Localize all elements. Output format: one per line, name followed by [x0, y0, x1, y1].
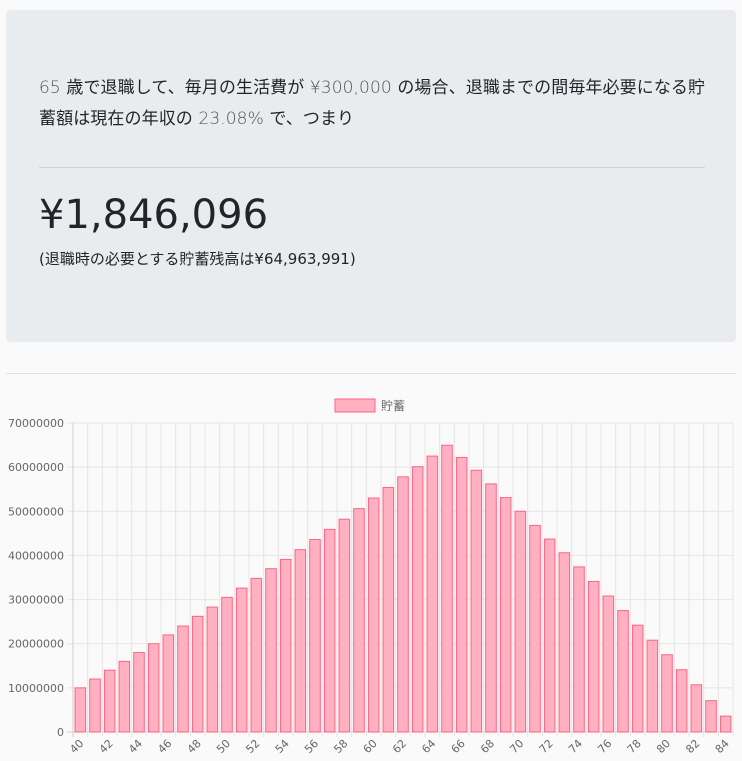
bar[interactable]: [323, 528, 336, 733]
bar[interactable]: [177, 625, 189, 733]
bar[interactable]: [529, 524, 541, 733]
bar[interactable]: [573, 566, 585, 733]
x-tick-label: 76: [595, 737, 614, 756]
annual-saving-amount: ¥1,846,096: [39, 192, 269, 238]
bar[interactable]: [74, 687, 87, 733]
bar[interactable]: [543, 538, 556, 733]
bar[interactable]: [514, 510, 527, 733]
x-tick-label: 74: [566, 737, 585, 756]
x-tick-label: 56: [302, 737, 321, 756]
x-tick-label: 78: [625, 737, 644, 756]
bar[interactable]: [338, 518, 351, 733]
bar[interactable]: [631, 624, 644, 733]
x-tick-label: 58: [331, 737, 350, 756]
y-tick-label: 70000000: [8, 417, 64, 430]
bar[interactable]: [118, 660, 131, 733]
monthly-cost: ¥300,000: [309, 78, 392, 98]
y-tick-label: 50000000: [8, 505, 64, 518]
x-tick-label: 46: [155, 737, 174, 756]
bar[interactable]: [133, 652, 145, 733]
y-tick-label: 30000000: [8, 594, 64, 607]
bar[interactable]: [705, 700, 717, 733]
x-tick-label: 72: [537, 737, 556, 756]
result-description: 65 歳で退職して、毎月の生活費が ¥300,000 の場合、退職までの間毎年必…: [39, 73, 711, 135]
bar[interactable]: [426, 455, 439, 733]
x-tick-label: 82: [683, 737, 702, 756]
chart-legend[interactable]: 貯蓄: [334, 398, 405, 413]
y-tick-label: 0: [57, 726, 64, 739]
bar[interactable]: [675, 669, 688, 733]
bar[interactable]: [309, 539, 321, 733]
x-tick-label: 62: [390, 737, 409, 756]
bar[interactable]: [382, 486, 395, 733]
bar[interactable]: [602, 595, 615, 733]
y-tick-label: 60000000: [8, 461, 64, 474]
section-divider: [6, 373, 736, 374]
bar[interactable]: [441, 444, 453, 733]
description-text-3: で、つまり: [263, 109, 355, 129]
bar[interactable]: [558, 552, 571, 733]
bar[interactable]: [279, 558, 292, 733]
card-divider: [39, 167, 705, 168]
x-tick-label: 80: [654, 737, 673, 756]
bar[interactable]: [162, 634, 175, 733]
bar[interactable]: [646, 639, 659, 733]
legend-label: 貯蓄: [381, 399, 405, 413]
retire-age: 65: [39, 78, 61, 98]
x-tick-label: 68: [478, 737, 497, 756]
bar[interactable]: [587, 580, 600, 733]
bar[interactable]: [89, 678, 101, 733]
bar[interactable]: [191, 615, 204, 733]
bar[interactable]: [397, 476, 409, 733]
x-tick-label: 52: [243, 737, 262, 756]
x-tick-label: 48: [185, 737, 204, 756]
y-tick-label: 40000000: [8, 549, 64, 562]
bar[interactable]: [411, 466, 424, 733]
bar[interactable]: [367, 497, 380, 733]
bar[interactable]: [235, 587, 248, 733]
bar[interactable]: [147, 643, 160, 733]
x-tick-label: 84: [713, 737, 732, 756]
description-text-2: の場合、退職までの間毎年必要になる貯蓄額は現在の年収の: [39, 78, 706, 129]
y-tick-label: 20000000: [8, 638, 64, 651]
bar[interactable]: [719, 715, 732, 733]
y-tick-label: 10000000: [8, 682, 64, 695]
x-tick-label: 44: [126, 737, 145, 756]
x-axis-ticks: 40 42 44 46 48 50 52 54 56 58 60 62 64 66 68 70 72 74 76 78…: [67, 737, 731, 756]
legend-swatch: [334, 398, 376, 413]
x-tick-label: 70: [507, 737, 526, 756]
bar[interactable]: [265, 568, 277, 733]
bar[interactable]: [661, 654, 673, 733]
bar[interactable]: [617, 610, 629, 733]
x-tick-label: 50: [214, 737, 233, 756]
savings-bar-chart: 0 10000000 20000000 30000000 40000000 5000000…: [8, 398, 734, 756]
bar[interactable]: [690, 684, 703, 733]
x-tick-label: 42: [97, 737, 116, 756]
x-tick-label: 40: [67, 737, 86, 756]
bar[interactable]: [455, 456, 468, 733]
bar[interactable]: [250, 577, 263, 733]
x-tick-label: 66: [449, 737, 468, 756]
x-tick-label: 60: [361, 737, 380, 756]
result-card: 65 歳で退職して、毎月の生活費が ¥300,000 の場合、退職までの間毎年必…: [6, 10, 736, 342]
bar[interactable]: [499, 497, 512, 733]
bar[interactable]: [221, 596, 233, 733]
bar[interactable]: [206, 606, 219, 733]
chart-bars: [74, 444, 732, 733]
description-text-1: 歳で退職して、毎月の生活費が: [60, 78, 310, 98]
y-axis-ticks: 0 10000000 20000000 30000000 40000000 5000000…: [8, 417, 64, 739]
x-tick-label: 54: [273, 737, 292, 756]
bar[interactable]: [470, 469, 483, 733]
bar[interactable]: [485, 483, 497, 733]
retirement-balance-note: (退職時の必要とする貯蓄残高は¥64,963,991): [39, 250, 356, 268]
saving-percent: 23.08%: [198, 109, 264, 129]
bar[interactable]: [353, 508, 365, 733]
x-tick-label: 64: [419, 737, 438, 756]
bar[interactable]: [294, 549, 307, 733]
bar[interactable]: [103, 669, 116, 733]
